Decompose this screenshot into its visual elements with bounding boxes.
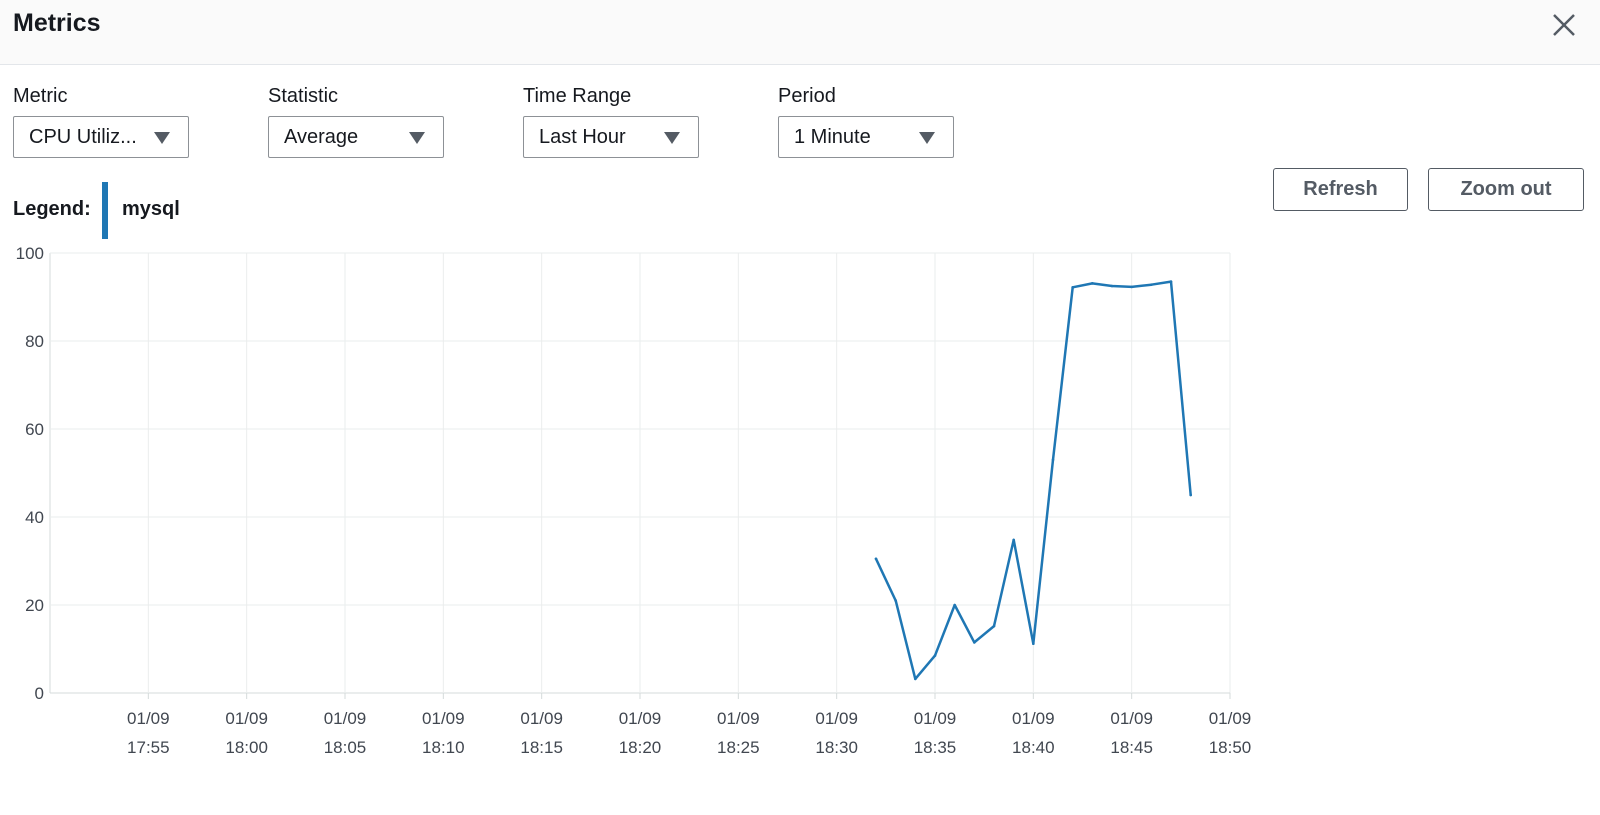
metric-select-value: CPU Utiliz... — [29, 126, 137, 148]
statistic-label: Statistic — [268, 85, 339, 107]
data-point — [874, 557, 878, 561]
x-tick-date-label: 01/09 — [914, 709, 957, 728]
data-point — [914, 677, 917, 681]
x-tick-date-label: 01/09 — [619, 709, 662, 728]
data-point — [1091, 282, 1094, 285]
metric-label: Metric — [13, 85, 68, 107]
data-point — [1071, 286, 1074, 289]
metric-control: Metric CPU Utiliz... — [13, 82, 189, 158]
zoom-out-button[interactable]: Zoom out — [1428, 168, 1584, 211]
x-tick-date-label: 01/09 — [1209, 709, 1252, 728]
data-point — [1150, 283, 1153, 286]
data-point — [1032, 642, 1035, 646]
statistic-control: Statistic Average — [268, 82, 444, 158]
modal-header: Metrics — [0, 0, 1600, 65]
data-point — [1012, 538, 1015, 542]
data-point — [933, 654, 937, 657]
cpu-utilization-chart: 0 20 40 60 80 100 01/09 17:55 01/09 18:00 01/09 18:… — [16, 244, 1252, 757]
metric-select[interactable]: CPU Utiliz... — [13, 116, 189, 158]
x-tick-time-label: 18:30 — [815, 738, 858, 757]
y-tick-label: 60 — [25, 420, 44, 439]
x-tick-time-label: 18:00 — [225, 738, 268, 757]
caret-down-icon — [409, 132, 425, 144]
x-tick-time-label: 17:55 — [127, 738, 170, 757]
x-tick-time-label: 18:10 — [422, 738, 465, 757]
data-point — [953, 603, 956, 607]
period-control: Period 1 Minute — [778, 82, 954, 158]
x-tick-date-label: 01/09 — [815, 709, 858, 728]
data-point — [894, 599, 897, 602]
x-tick-date-label: 01/09 — [127, 709, 170, 728]
x-tick-time-label: 18:35 — [914, 738, 957, 757]
x-tick-time-label: 18:15 — [520, 738, 563, 757]
statistic-select[interactable]: Average — [268, 116, 444, 158]
data-point — [992, 624, 996, 628]
time-range-control: Time Range Last Hour — [523, 82, 699, 158]
x-tick-time-label: 18:40 — [1012, 738, 1055, 757]
close-button[interactable] — [1547, 8, 1581, 42]
legend-swatch — [102, 182, 108, 239]
x-tick-date-label: 01/09 — [324, 709, 367, 728]
y-tick-label: 100 — [16, 244, 44, 263]
caret-down-icon — [154, 132, 170, 144]
x-tick-date-label: 01/09 — [717, 709, 760, 728]
x-tick-date-label: 01/09 — [520, 709, 563, 728]
x-tick-time-label: 18:25 — [717, 738, 760, 757]
data-point — [973, 641, 976, 644]
data-point — [1169, 280, 1173, 283]
period-select-value: 1 Minute — [794, 126, 871, 148]
y-tick-label: 80 — [25, 332, 44, 351]
x-tick-date-label: 01/09 — [1110, 709, 1153, 728]
x-tick-time-label: 18:20 — [619, 738, 662, 757]
x-tick-time-label: 18:05 — [324, 738, 367, 757]
x-tick-date-label: 01/09 — [225, 709, 268, 728]
legend-label: Legend: — [13, 198, 91, 220]
y-tick-label: 0 — [35, 684, 44, 703]
refresh-button[interactable]: Refresh — [1273, 168, 1408, 211]
x-tick-date-label: 01/09 — [422, 709, 465, 728]
close-icon — [1553, 14, 1575, 36]
time-range-label: Time Range — [523, 85, 632, 107]
y-tick-label: 20 — [25, 596, 44, 615]
data-point — [1110, 284, 1114, 288]
y-tick-label: 40 — [25, 508, 44, 527]
time-range-select-value: Last Hour — [539, 126, 626, 148]
data-point — [1189, 493, 1192, 497]
modal-title: Metrics — [13, 9, 101, 37]
caret-down-icon — [664, 132, 680, 144]
period-label: Period — [778, 85, 836, 107]
x-tick-time-label: 18:50 — [1209, 738, 1252, 757]
data-point — [1130, 285, 1133, 289]
time-range-select[interactable]: Last Hour — [523, 116, 699, 158]
caret-down-icon — [919, 132, 935, 144]
x-tick-date-label: 01/09 — [1012, 709, 1055, 728]
statistic-select-value: Average — [284, 126, 359, 148]
legend-series-name: mysql — [122, 198, 180, 220]
data-point — [1051, 458, 1055, 462]
x-tick-time-label: 18:45 — [1110, 738, 1153, 757]
period-select[interactable]: 1 Minute — [778, 116, 954, 158]
